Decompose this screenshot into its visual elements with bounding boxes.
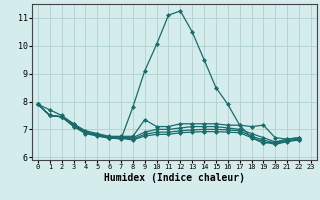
X-axis label: Humidex (Indice chaleur): Humidex (Indice chaleur) <box>104 173 245 183</box>
